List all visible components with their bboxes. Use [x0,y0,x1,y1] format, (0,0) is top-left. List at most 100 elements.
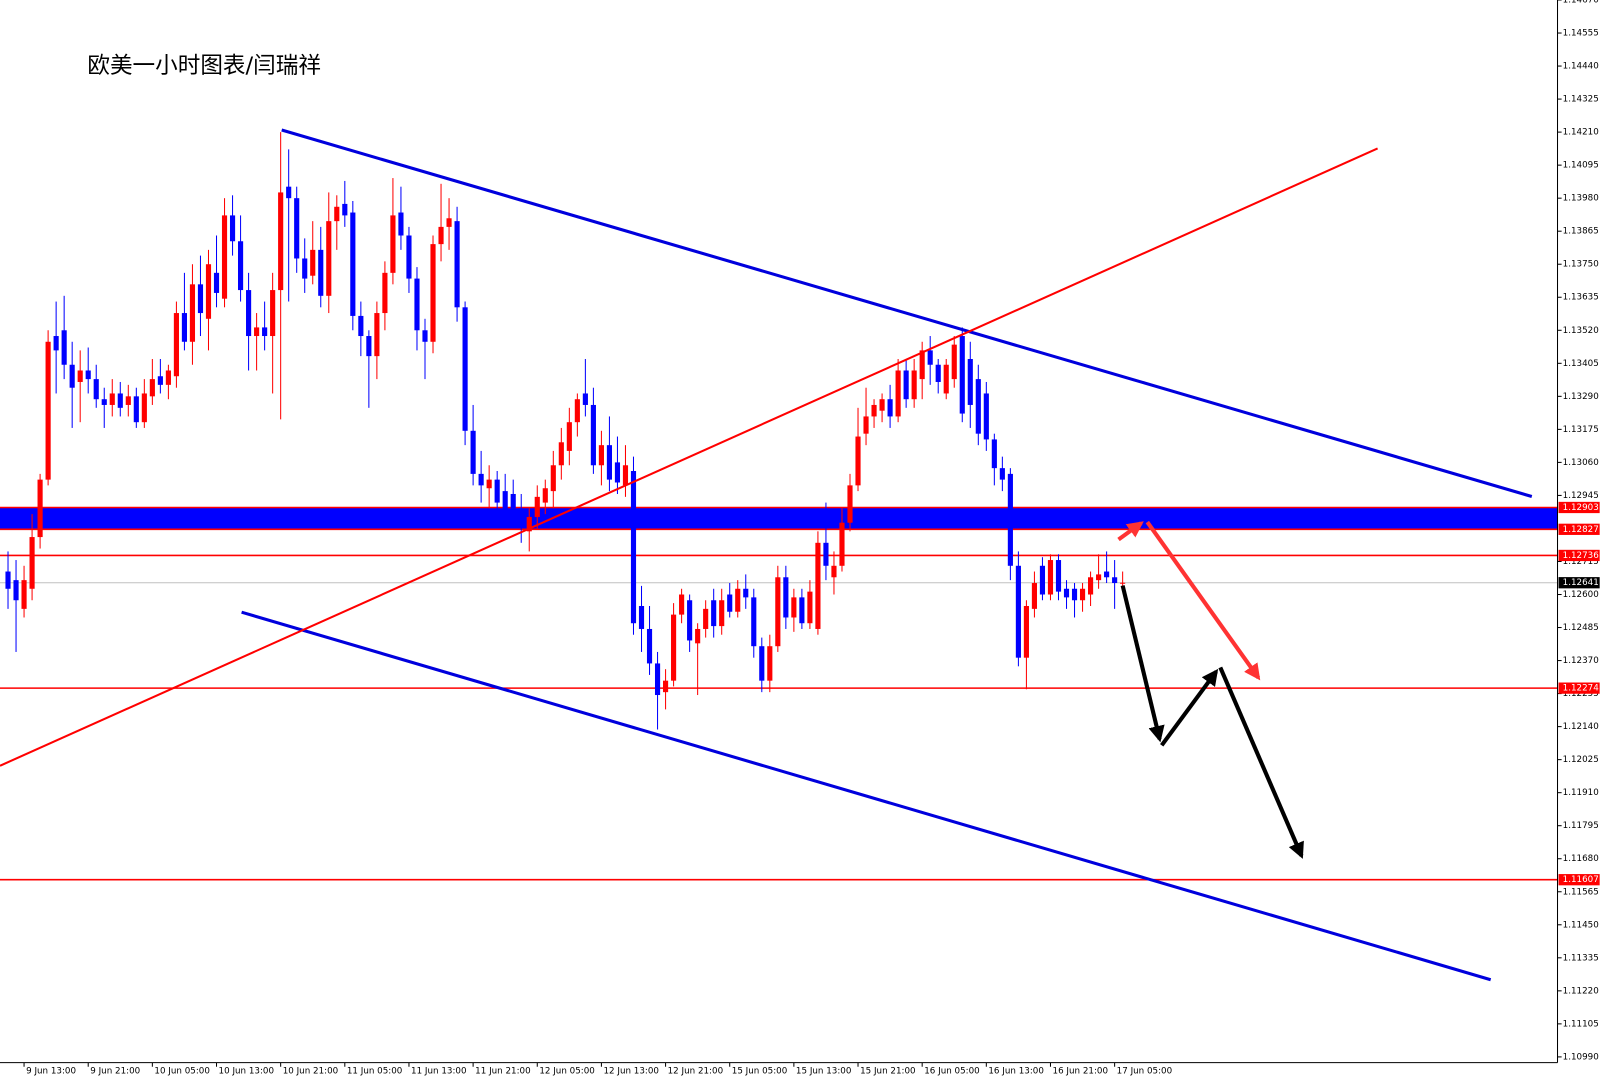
candle-body [1007,473,1013,566]
candle-body [727,594,733,612]
candle-body [751,597,757,647]
candle-body [911,370,917,400]
x-tick-label: 16 Jun 13:00 [988,1066,1044,1076]
candle-body [879,399,885,411]
candle-body [614,462,621,483]
candle-body [1031,583,1038,609]
candle-body [791,597,797,618]
candle-body [518,508,524,529]
y-tick-label: 1.14095 [1563,161,1599,171]
candle-body [590,404,596,466]
levels [0,506,1558,881]
y-tick-label: 1.12025 [1563,755,1599,765]
candle-body [703,608,709,629]
x-tick-label: 12 Jun 05:00 [539,1066,595,1076]
forecast-arrow [1160,668,1219,747]
y-tick-label: 1.14325 [1563,95,1599,105]
trend-line [241,610,1492,982]
candles [5,132,1126,730]
candle-body [574,399,580,423]
candle-body [895,370,901,417]
candle-body [246,290,252,337]
y-tick-label: 1.12600 [1563,590,1599,600]
x-tick-label: 10 Jun 21:00 [283,1066,339,1076]
candle-body [141,393,147,423]
candle-body [37,479,43,538]
candle-body [598,445,604,466]
candle-body [839,522,845,566]
candle-body [622,465,629,486]
candle-body [157,376,163,385]
candle-body [85,370,91,380]
forecast-arrow [1218,666,1304,859]
y-tick-label: 1.13290 [1563,392,1599,402]
candle-body [1023,605,1029,658]
candle-body [109,393,115,405]
candle-body [783,577,789,618]
y-tick-label: 1.13405 [1563,359,1599,369]
candle-body [654,663,661,696]
candle-body [133,396,139,423]
candle-body [799,597,805,624]
level-label: 1.11607 [1563,875,1599,885]
candle-body [510,493,516,509]
candle-body [831,565,837,578]
candle-body [775,577,781,647]
candle-body [221,215,228,299]
candle-body [294,198,300,259]
candle-body [53,336,59,351]
x-tick-label: 10 Jun 13:00 [219,1066,275,1076]
x-tick-label: 9 Jun 13:00 [26,1066,76,1076]
y-tick-label: 1.13980 [1563,194,1599,204]
candle-body [446,218,452,227]
candle-body [951,344,957,380]
candle-body [366,336,372,357]
y-tick-label: 1.12945 [1563,491,1599,501]
candle-body [21,580,27,609]
candle-body [582,393,588,405]
candle-body [943,364,949,394]
trend-line [281,128,1533,498]
candle-body [1071,588,1078,601]
candle-body [991,439,997,469]
x-tick-label: 16 Jun 05:00 [924,1066,980,1076]
y-tick-label: 1.11105 [1563,1019,1599,1029]
y-tick-label: 1.13060 [1563,458,1599,468]
level-label-box [1558,549,1600,562]
candle-body [759,646,765,681]
candle-body [871,404,877,417]
candle-body [927,350,933,365]
candle-body [534,496,540,517]
level-label: 1.12903 [1563,503,1599,513]
candle-body [671,614,677,681]
candle-body [903,370,909,400]
level-label-box [1558,874,1600,886]
candle-body [719,600,725,627]
candle-body [382,272,388,314]
level-label-box [1558,501,1600,514]
candle-body [1079,588,1086,601]
candle-body [662,680,669,693]
candle-body [807,591,813,624]
y-tick-label: 1.14440 [1563,62,1599,72]
candle-body [767,646,773,681]
x-tick-label: 11 Jun 05:00 [347,1066,403,1076]
y-tick-label: 1.11680 [1563,854,1599,864]
candle-body [454,221,460,308]
candle-body [374,313,380,357]
candle-body [462,307,468,431]
candle-body [181,313,188,342]
candle-body [101,399,107,405]
candle-body [855,436,861,486]
candle-body [286,186,292,199]
candle-body [542,488,548,503]
y-tick-label: 1.14555 [1563,29,1599,39]
candle-body [478,473,484,486]
candle-body [229,215,236,242]
candle-body [1104,571,1110,578]
candle-body [213,272,220,293]
candle-body [270,290,276,337]
candle-body [1112,577,1118,584]
candle-body [735,588,741,612]
y-tick-label: 1.13865 [1563,227,1599,237]
